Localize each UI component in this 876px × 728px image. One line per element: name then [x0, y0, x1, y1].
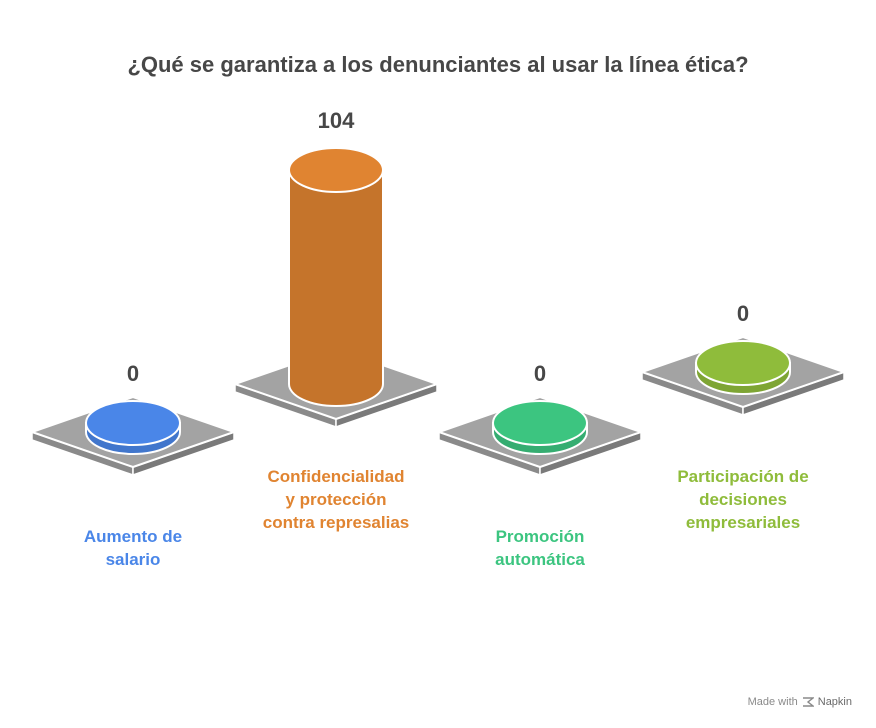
- category-label-1: Aumento de salario: [23, 525, 243, 571]
- category-label-3: Promoción automática: [430, 525, 650, 571]
- bar-top-1: [85, 400, 181, 446]
- value-label-3: 0: [534, 361, 546, 386]
- category-label-line: automática: [495, 550, 585, 569]
- watermark-brand: Napkin: [817, 696, 852, 708]
- category-label-line: salario: [105, 550, 161, 569]
- watermark: Made with Napkin: [748, 696, 852, 708]
- chart-title: ¿Qué se garantiza a los denunciantes al …: [127, 52, 749, 77]
- category-label-line: Promoción: [495, 527, 585, 546]
- bar-group-3: [438, 396, 642, 476]
- value-label-4: 0: [737, 301, 749, 326]
- bar-group-4: [641, 336, 845, 416]
- category-label-line: Participación de: [677, 467, 809, 486]
- category-label-4: Participación de decisiones empresariales: [633, 465, 853, 534]
- category-label-line: empresariales: [685, 513, 801, 532]
- category-label-line: Aumento de: [83, 527, 183, 546]
- bar-group-1: [31, 396, 235, 476]
- value-label-1: 0: [127, 361, 139, 386]
- napkin-logo-icon: [802, 697, 814, 707]
- bar-2: [288, 169, 384, 407]
- bar-top-2: [288, 147, 384, 193]
- bar-group-2: [234, 147, 438, 428]
- category-label-2: Confidencialidad y protección contra repre…: [226, 465, 446, 534]
- bar-top-3: [492, 400, 588, 446]
- category-label-line: decisiones: [699, 490, 787, 509]
- category-label-line: contra represalias: [262, 513, 410, 532]
- category-label-line: Confidencialidad: [267, 467, 405, 486]
- value-label-2: 104: [318, 108, 355, 133]
- category-label-line: y protección: [285, 490, 387, 509]
- watermark-text: Made with: [747, 696, 798, 708]
- bar-top-4: [695, 340, 791, 386]
